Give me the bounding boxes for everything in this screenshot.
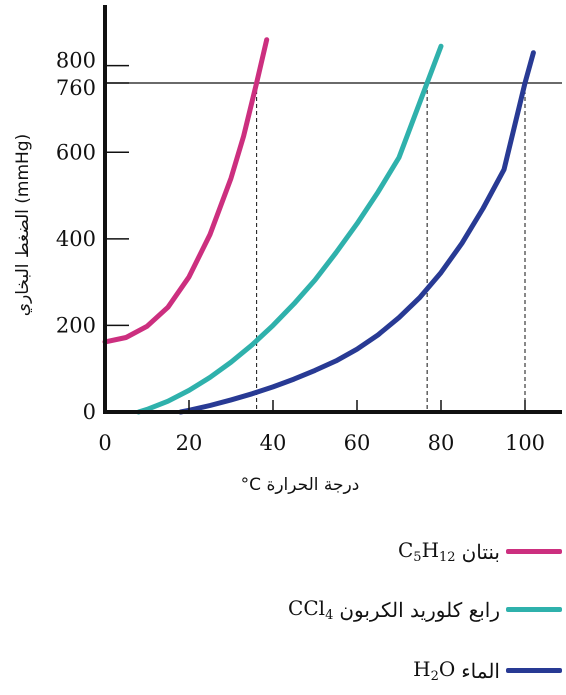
y-tick-label-200: 200	[56, 313, 96, 337]
legend-item-pentane: C5H12 بنتان	[398, 538, 562, 565]
legend-formula: C5H12	[397, 538, 456, 565]
y-axis-title: الضغط البخاري (mmHg)	[13, 134, 33, 316]
plot-layer: 0 200 400 600 760 800 0 20 40 60 80 100	[56, 5, 562, 455]
y-tick-label-800: 800	[56, 49, 96, 73]
series-line-0	[102, 37, 270, 345]
x-tick-label-60: 60	[344, 431, 371, 455]
legend-label: رابع كلوريد الكربون	[339, 597, 500, 622]
legend-formula: CCl4	[288, 596, 334, 623]
legend-swatch	[506, 549, 562, 554]
legend-item-water: H2O الماء	[413, 657, 562, 684]
series-line-2	[178, 50, 536, 415]
x-tick-label-80: 80	[428, 431, 455, 455]
y-tick-label-400: 400	[56, 227, 96, 251]
y-tick-label-600: 600	[56, 140, 96, 164]
legend-swatch	[506, 607, 562, 612]
x-tick-label-40: 40	[260, 431, 287, 455]
vapor-pressure-chart: 0 200 400 600 760 800 0 20 40 60 80 100 الضغط البخا…	[13, 5, 562, 495]
legend-item-ccl4: CCl4 رابع كلوريد الكربون	[288, 596, 562, 623]
y-tick-label-0: 0	[83, 400, 96, 424]
x-tick-label-100: 100	[505, 431, 545, 455]
x-tick-label-0: 0	[98, 431, 111, 455]
legend-formula: H2O	[413, 657, 456, 684]
legend-swatch	[506, 668, 562, 673]
x-axis-title: °C درجة الحرارة	[241, 475, 360, 495]
legend-label: الماء	[461, 658, 500, 683]
legend-label: بنتان	[461, 539, 500, 564]
x-tick-label-20: 20	[176, 431, 203, 455]
series-line-1	[136, 43, 444, 415]
y-tick-label-760: 760	[56, 76, 96, 100]
